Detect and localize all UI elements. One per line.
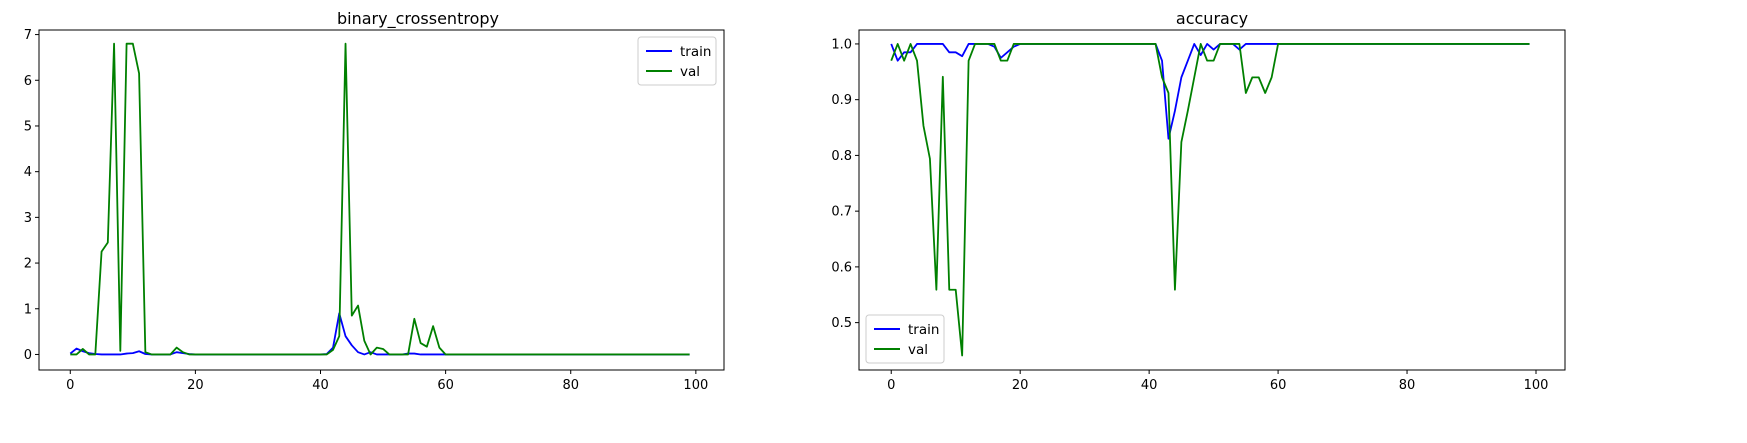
x-tick-label: 100 <box>1524 378 1549 393</box>
series-group <box>890 43 1530 357</box>
y-tick-label: 0 <box>24 348 32 363</box>
x-tick-label: 100 <box>683 378 708 393</box>
legend-label-val: val <box>908 342 928 358</box>
accuracy-chart: accuracy 0 20 40 60 80 1000.50.60.70.80.91.0 … <box>831 9 1566 393</box>
x-tick-label: 0 <box>66 378 74 393</box>
chart-title: binary_crossentropy <box>337 9 499 29</box>
x-tick-label: 60 <box>437 378 454 393</box>
legend-box <box>865 314 945 364</box>
x-tick-label: 40 <box>312 378 329 393</box>
y-tick-label: 5 <box>24 119 32 134</box>
legend-box <box>637 36 717 86</box>
chart-title: accuracy <box>1176 9 1248 28</box>
crossentropy-chart: binary_crossentropy 0 20 40 60 80 100 0 1 2 3 4 5 6 7… <box>24 9 725 393</box>
legend: train val <box>865 314 945 364</box>
series-group <box>69 42 690 356</box>
plot-frame <box>858 29 1566 371</box>
x-tick-label: 80 <box>1399 378 1416 393</box>
y-tick-label: 3 <box>24 211 32 226</box>
y-tick-label: 6 <box>24 74 32 89</box>
y-tick-label: 0.5 <box>831 316 852 331</box>
y-tick-label: 7 <box>24 28 32 43</box>
x-tick-label: 20 <box>187 378 204 393</box>
plot-frame <box>38 29 725 371</box>
y-tick-label: 0.6 <box>831 260 852 275</box>
legend-label-val: val <box>680 64 700 80</box>
x-tick-label: 20 <box>1012 378 1029 393</box>
y-tick-label: 4 <box>24 165 32 180</box>
x-tick-label: 40 <box>1141 378 1158 393</box>
legend: train val <box>637 36 717 86</box>
x-tick-label: 0 <box>887 378 895 393</box>
tick-group: 0 20 40 60 80 100 0.5 0.6 0.7 0.8 0.9 1.0 <box>831 37 1548 393</box>
series-line-val <box>70 42 690 356</box>
x-tick-label: 60 <box>1270 378 1287 393</box>
series-line-val <box>890 43 1530 357</box>
y-tick-label: 0.9 <box>831 93 852 108</box>
y-tick-label: 1 <box>24 302 32 317</box>
tick-group: 0 20 40 60 80 100 0 1 2 3 4 5 6 7 <box>24 28 709 393</box>
y-tick-label: 0.7 <box>831 205 852 220</box>
y-tick-label: 1.0 <box>831 37 852 52</box>
y-tick-label: 2 <box>24 257 32 272</box>
legend-label-train: train <box>908 322 939 338</box>
y-tick-label: 0.8 <box>831 149 852 164</box>
series-line-train <box>890 43 1530 140</box>
x-tick-label: 80 <box>562 378 579 393</box>
legend-label-train: train <box>680 44 711 60</box>
